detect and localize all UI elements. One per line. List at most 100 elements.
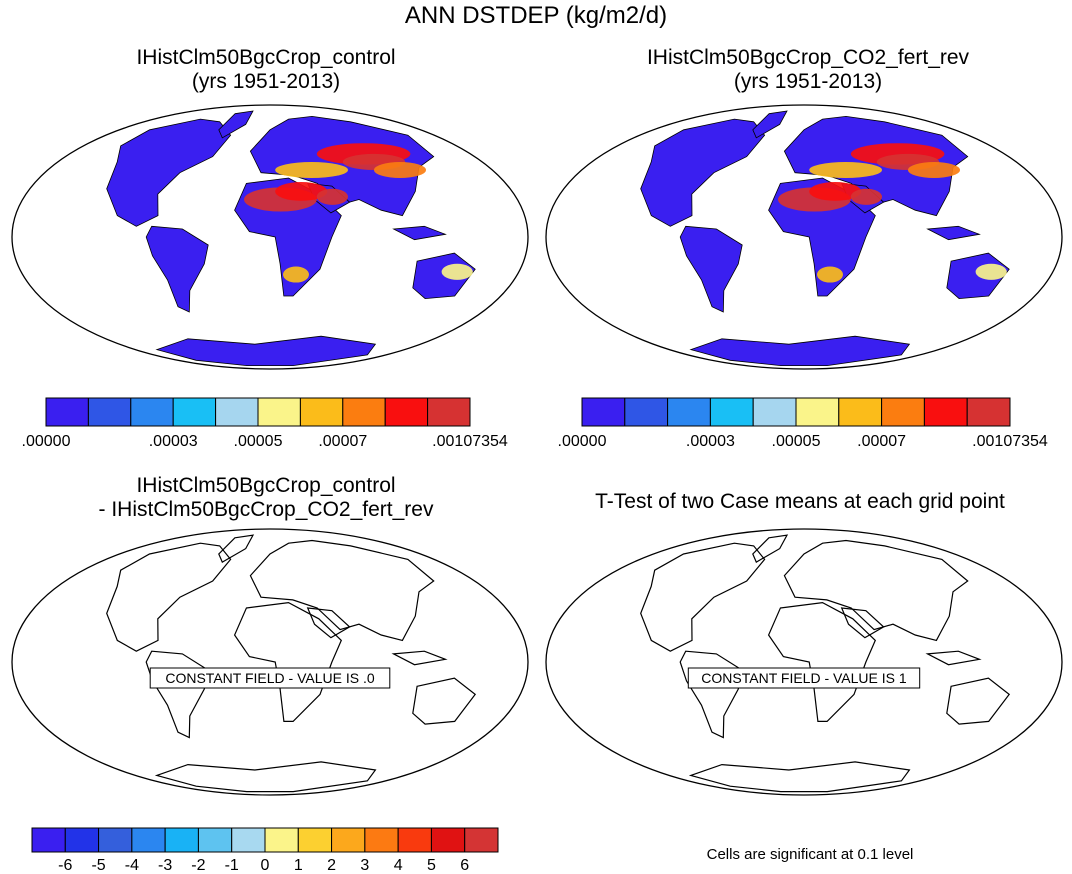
colorbar-label: -4 [125, 857, 139, 874]
land-eurasia [249, 539, 435, 642]
colorbar-label: .00005 [772, 433, 821, 450]
panel-title-diff-line1: IHistClm50BgcCrop_control [136, 474, 396, 497]
land-south-america [145, 225, 209, 313]
panel-title-co2-line2: (yrs 1951-2013) [733, 70, 883, 93]
colorbar-diff: -6 -5 -4 -3 -2 -1 0 1 2 3 4 5 6 [31, 827, 499, 874]
land-greenland [218, 110, 254, 139]
land-indonesia [926, 225, 981, 241]
colorbar-swatch [45, 397, 89, 427]
colorbar-label: 0 [261, 857, 270, 874]
land-indonesia [925, 650, 982, 666]
colorbar-swatch [427, 397, 471, 427]
constant-field-message: CONSTANT FIELD - VALUE IS .0 [165, 670, 374, 686]
colorbar-label: .00007 [318, 433, 367, 450]
constant-field-box [687, 667, 921, 689]
land-eurasia [783, 539, 969, 642]
colorbar-label: -5 [91, 857, 105, 874]
land-antarctica [154, 761, 377, 793]
significance-note: Cells are significant at 0.1 level [706, 846, 914, 863]
colorbar-swatch [795, 397, 840, 427]
map-border [11, 528, 529, 796]
colorbar-swatch [64, 827, 100, 853]
colorbar-swatch [881, 397, 925, 427]
colorbar-label: .00107354 [432, 433, 508, 450]
colorbar-swatch [624, 397, 669, 427]
panel-title-control-line2: (yrs 1951-2013) [191, 70, 341, 93]
colorbar-swatch [257, 397, 301, 427]
land-greenland [752, 534, 789, 563]
colorbar-swatch [667, 397, 711, 427]
colorbar-swatch [31, 827, 66, 853]
colorbar-swatch [331, 827, 366, 853]
land-africa [767, 601, 877, 722]
panel-title-ttest: T-Test of two Case means at each grid po… [595, 490, 1005, 513]
dust-hotspot [850, 188, 882, 205]
land-australia [412, 677, 477, 725]
dust-hotspot [817, 266, 843, 283]
land-australia [946, 677, 1011, 725]
land-greenland [218, 534, 255, 563]
colorbar-label: 2 [327, 857, 336, 874]
colorbar-swatch [264, 827, 299, 853]
land-antarctica [155, 335, 377, 367]
colorbar-label: 1 [294, 857, 303, 874]
land-south-america [679, 225, 743, 313]
colorbar-swatch [172, 397, 217, 427]
land-arabia [306, 607, 351, 639]
colorbar-label: -6 [58, 857, 72, 874]
colorbar-swatch [464, 827, 499, 853]
map-panel-diff: CONSTANT FIELD - VALUE IS .0 [11, 528, 529, 796]
map-content [640, 534, 1011, 793]
colorbar-label: .00005 [234, 433, 283, 450]
colorbar-swatch [87, 397, 132, 427]
colorbar-label: 5 [427, 857, 436, 874]
land-north-america [640, 118, 766, 227]
dust-hotspot [275, 182, 328, 201]
dust-hotspot [809, 182, 862, 201]
colorbar-label: -3 [158, 857, 172, 874]
map-panel-ttest: CONSTANT FIELD - VALUE IS 1 [545, 528, 1063, 796]
colorbar-swatch [231, 827, 266, 853]
colorbar-swatch [838, 397, 883, 427]
colorbar-label: -2 [191, 857, 205, 874]
dust-hotspot [283, 266, 309, 283]
colorbar-swatch [131, 827, 166, 853]
panel-title-control-line1: IHistClm50BgcCrop_control [136, 46, 396, 69]
colorbar-swatch [215, 397, 259, 427]
colorbar-label: .00000 [22, 433, 71, 450]
panel-title-diff: IHistClm50BgcCrop_control - IHistClm50Bg… [36, 474, 496, 522]
colorbar-swatch [923, 397, 968, 427]
dust-hotspot [316, 188, 348, 205]
panel-title-co2: IHistClm50BgcCrop_CO2_fert_rev (yrs 1951… [578, 46, 1038, 94]
colorbar-control: .00000 .00003 .00005 .00007 .00107354 [22, 397, 508, 450]
colorbar-swatch [342, 397, 386, 427]
colorbar-swatch [709, 397, 754, 427]
map-panel-co2 [545, 104, 1063, 370]
dust-hotspot [908, 161, 960, 179]
colorbar-swatch [164, 827, 199, 853]
land-indonesia [392, 225, 447, 241]
panel-title-control: IHistClm50BgcCrop_control (yrs 1951-2013… [36, 46, 496, 94]
dust-hotspot [975, 263, 1007, 280]
colorbar-label: .00007 [857, 433, 906, 450]
colorbar-swatch [752, 397, 797, 427]
colorbar-swatch [581, 397, 626, 427]
dust-hotspot [275, 161, 348, 179]
map-content [106, 110, 476, 367]
colorbar-label: 4 [394, 857, 403, 874]
land-north-america [640, 542, 766, 652]
land-south-america [679, 650, 743, 739]
colorbar-label: 3 [360, 857, 369, 874]
land-arabia [840, 607, 885, 639]
colorbar-swatch [299, 397, 344, 427]
dust-hotspot [441, 263, 473, 280]
colorbar-swatch [130, 397, 174, 427]
land-greenland [752, 110, 788, 139]
colorbar-label: .00003 [149, 433, 198, 450]
colorbar-label: -1 [225, 857, 239, 874]
panel-title-diff-line2: - IHistClm50BgcCrop_CO2_fert_rev [98, 498, 434, 521]
colorbar-swatch [430, 827, 466, 853]
land-south-america [145, 650, 209, 739]
dust-hotspot [809, 161, 882, 179]
map-border [545, 104, 1063, 370]
